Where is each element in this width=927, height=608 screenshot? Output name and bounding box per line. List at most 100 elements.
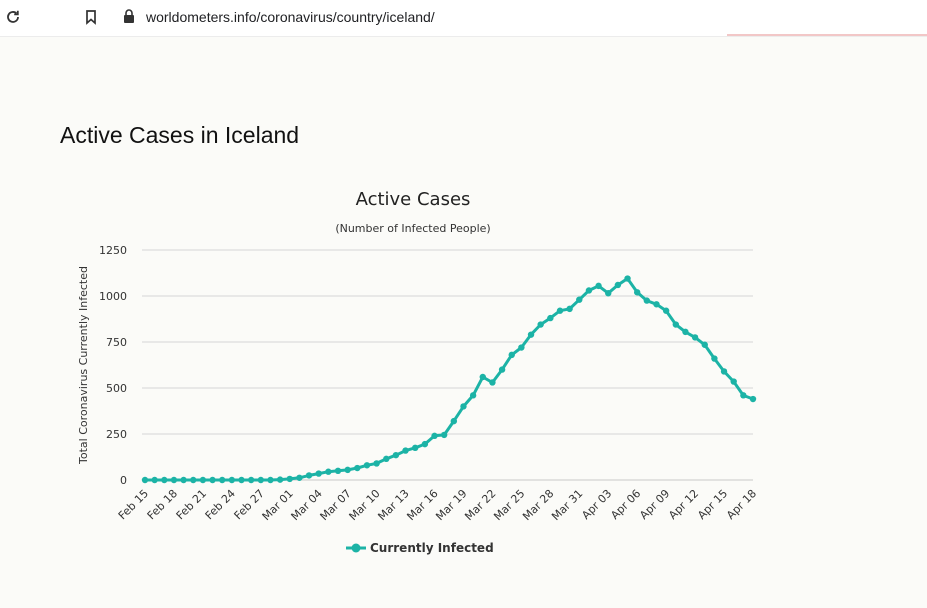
data-point [392, 451, 400, 459]
data-point [691, 334, 699, 341]
x-tick-label: Mar 07 [318, 487, 354, 523]
reload-icon[interactable] [3, 6, 23, 28]
data-point [508, 351, 515, 359]
data-point [595, 282, 602, 290]
data-point [170, 476, 178, 484]
data-point [238, 476, 245, 484]
data-point [199, 476, 207, 484]
x-tick-label: Mar 01 [260, 487, 296, 523]
data-point [518, 344, 525, 351]
data-point [421, 440, 429, 448]
x-tick-label: Feb 15 [116, 487, 151, 522]
chart-legend[interactable]: Currently Infected [345, 541, 494, 555]
data-point [373, 460, 380, 467]
data-point [576, 296, 583, 303]
data-point [672, 321, 679, 328]
data-point [440, 431, 448, 439]
data-point [711, 355, 718, 362]
x-tick-label: Apr 12 [666, 487, 701, 522]
data-point [489, 379, 496, 386]
data-point [633, 289, 641, 296]
data-point [141, 476, 149, 484]
data-point [624, 275, 631, 282]
data-point [344, 466, 351, 474]
bookmark-icon-graphic [86, 10, 96, 25]
x-tick-label: Feb 24 [203, 487, 238, 522]
data-point [653, 301, 660, 308]
address-bar-url[interactable]: worldometers.info/coronavirus/country/ic… [146, 9, 435, 25]
data-point [190, 476, 197, 484]
data-point [354, 464, 361, 472]
data-point [614, 281, 622, 289]
y-tick-label: 0 [120, 474, 127, 487]
data-point [605, 290, 612, 297]
x-tick-label: Apr 06 [608, 487, 643, 522]
data-point [682, 328, 689, 336]
data-point [161, 476, 168, 484]
x-tick-label: Mar 13 [375, 487, 411, 523]
data-point [431, 432, 438, 440]
x-tick-label: Mar 31 [549, 487, 585, 523]
data-point [740, 392, 747, 399]
reload-icon-graphic [7, 10, 19, 23]
x-tick-label: Mar 25 [491, 487, 527, 523]
x-tick-label: Apr 15 [695, 487, 730, 522]
data-point [720, 368, 728, 375]
data-point [537, 321, 544, 328]
data-point [412, 444, 419, 451]
data-point [527, 331, 535, 338]
data-point [730, 378, 737, 385]
x-tick-label: Mar 19 [433, 487, 469, 523]
data-point [585, 287, 593, 294]
data-point [276, 476, 284, 483]
x-tick-label: Apr 09 [637, 487, 672, 522]
data-point [209, 476, 216, 484]
data-point [334, 467, 342, 474]
data-point [643, 297, 651, 304]
data-point [469, 392, 477, 399]
y-tick-label: 1250 [99, 244, 127, 257]
data-point [662, 307, 670, 314]
chart-title: Active Cases [356, 189, 471, 210]
y-tick-label: 250 [106, 428, 127, 441]
x-tick-label: Mar 22 [462, 487, 498, 523]
bookmark-icon[interactable] [81, 6, 101, 28]
data-point [325, 468, 332, 475]
data-point [701, 341, 708, 348]
data-point [247, 476, 255, 484]
x-tick-label: Mar 16 [404, 487, 440, 523]
x-tick-label: Mar 28 [520, 487, 556, 523]
data-point [402, 447, 409, 454]
y-tick-label: 750 [106, 336, 127, 349]
x-tick-label: Feb 21 [174, 487, 209, 522]
data-point [286, 475, 293, 483]
legend-series-swatch [346, 543, 366, 553]
series-line-currently-infected [145, 277, 754, 482]
data-point [219, 476, 226, 484]
data-point [267, 476, 274, 484]
data-point [257, 476, 265, 484]
data-point [566, 305, 573, 313]
data-point [547, 314, 554, 322]
data-point [151, 476, 158, 484]
data-point [305, 472, 313, 479]
browser-toolbar: worldometers.info/coronavirus/country/ic… [0, 0, 927, 37]
data-point [363, 462, 371, 469]
y-axis-label: Total Coronavirus Currently Infected [77, 266, 90, 465]
data-point [228, 476, 236, 484]
data-point [315, 470, 322, 477]
lock-icon [123, 8, 137, 26]
x-tick-label: Mar 10 [347, 487, 383, 523]
data-point [498, 366, 506, 373]
page-title: Active Cases in Iceland [60, 122, 300, 148]
x-tick-label: Apr 18 [724, 487, 759, 522]
y-tick-label: 1000 [99, 290, 127, 303]
data-point [296, 474, 303, 481]
toolbar-accent-line [727, 34, 927, 36]
data-point [460, 403, 467, 410]
x-tick-label: Mar 04 [289, 487, 325, 523]
data-point [556, 307, 564, 314]
x-tick-label: Apr 03 [579, 487, 614, 522]
active-cases-chart: Active Cases (Number of Infected People) T… [77, 189, 759, 523]
data-point [450, 417, 458, 425]
